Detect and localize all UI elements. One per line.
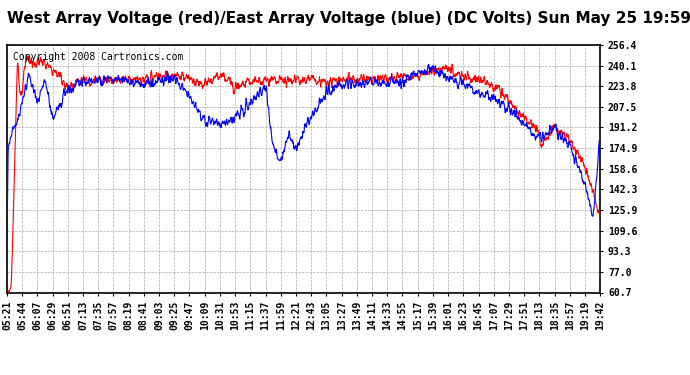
Text: Copyright 2008 Cartronics.com: Copyright 2008 Cartronics.com	[13, 53, 184, 62]
Text: West Array Voltage (red)/East Array Voltage (blue) (DC Volts) Sun May 25 19:59: West Array Voltage (red)/East Array Volt…	[7, 11, 690, 26]
